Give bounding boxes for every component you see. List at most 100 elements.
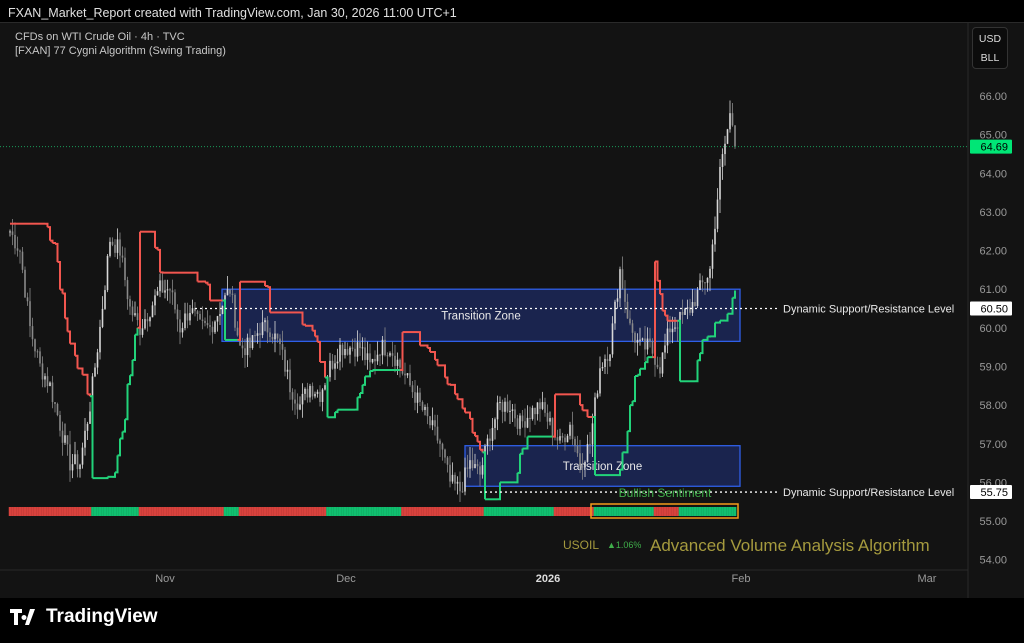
volume-bar [71, 507, 74, 516]
price-chart[interactable]: 66.00 65.00 64.00 63.00 62.00 61.00 60.00 59.00… [0, 0, 1024, 600]
currency-unit-button[interactable]: USD BLL [972, 27, 1008, 69]
candle-body [429, 416, 431, 426]
tradingview-logo[interactable]: TradingView [10, 606, 158, 628]
candle-body [716, 199, 719, 229]
candle-body [191, 308, 194, 313]
candle-body [96, 352, 99, 368]
candle-body [499, 402, 501, 404]
candle-body [584, 461, 586, 468]
support-line [712, 322, 716, 338]
indicator-info[interactable]: [FXAN] 77 Cygni Algorithm (Swing Trading… [15, 45, 226, 57]
candle-body [671, 328, 674, 333]
candle-body [496, 402, 499, 420]
candle-body [651, 341, 654, 354]
candle-body [36, 351, 39, 353]
candle-body [279, 338, 281, 345]
volume-bar [606, 507, 609, 516]
volume-bar [231, 507, 234, 516]
candle-body [169, 289, 171, 291]
volume-bar [213, 507, 217, 516]
volume-bar [163, 507, 167, 516]
volume-bar [328, 507, 332, 516]
support-line [127, 375, 131, 386]
candle-body [569, 424, 571, 436]
volume-bar [346, 507, 349, 516]
volume-bar [601, 507, 604, 516]
resistance-line [657, 279, 661, 295]
volume-bar [198, 507, 202, 516]
support-line [635, 374, 639, 378]
volume-bar [583, 507, 587, 516]
volume-bar [276, 507, 279, 516]
candle-body [526, 417, 529, 428]
candle-body [126, 280, 129, 300]
volume-bar [151, 507, 154, 516]
volume-bar [731, 507, 734, 516]
support-line [115, 455, 119, 474]
volume-bar [316, 507, 319, 516]
support-line [135, 327, 139, 336]
candle-body [61, 430, 64, 443]
candle-body [181, 328, 184, 333]
candle-body [709, 268, 711, 278]
candle-body [276, 333, 279, 339]
symbol-info[interactable]: CFDs on WTI Crude Oil · 4h · TVC [15, 31, 185, 43]
support-line [117, 438, 121, 457]
candle-body [249, 337, 251, 349]
candle-body [209, 325, 211, 327]
candle-body [159, 280, 161, 292]
candle-body [19, 250, 21, 252]
candle-body [189, 312, 191, 321]
candle-body [721, 154, 724, 167]
volume-bar [576, 507, 579, 516]
candle-body [509, 410, 511, 412]
volume-bar [253, 507, 257, 516]
candle-body [616, 298, 619, 302]
volume-bar [98, 507, 102, 516]
support-line [592, 416, 596, 476]
support-line [130, 360, 134, 377]
volume-bar [703, 507, 707, 516]
volume-bar [623, 507, 627, 516]
resistance-line [427, 347, 431, 352]
candle-body [336, 361, 339, 364]
candle-body [84, 430, 86, 448]
volume-bar [638, 507, 642, 516]
candle-body [24, 269, 26, 298]
candle-body [596, 393, 599, 398]
chart-frame[interactable] [0, 22, 1024, 598]
candle-body [76, 454, 79, 470]
price-tick: 60.00 [979, 323, 1007, 335]
volume-bar [598, 507, 602, 516]
candle-body [379, 354, 381, 356]
volume-bar [363, 507, 367, 516]
candle-body [611, 323, 614, 355]
candle-body [339, 344, 341, 362]
volume-bar [286, 507, 289, 516]
candle-body [41, 363, 44, 380]
candle-body [241, 345, 244, 349]
volume-bar [121, 507, 124, 516]
volume-bar [96, 507, 99, 516]
candle-body [529, 417, 531, 419]
candle-body [481, 465, 484, 475]
volume-bar [373, 507, 377, 516]
volume-bar [588, 507, 592, 516]
volume-bar [668, 507, 672, 516]
support-line [222, 299, 226, 340]
candle-body [214, 321, 216, 333]
support-line [332, 412, 336, 419]
volume-bar [701, 507, 704, 516]
candle-body [686, 307, 689, 309]
candle-body [161, 280, 164, 293]
price-tick: 57.00 [979, 439, 1007, 451]
candle-body [316, 391, 319, 394]
volume-bar [268, 507, 272, 516]
volume-bar [568, 507, 572, 516]
candle-body [329, 360, 331, 378]
volume-bar [408, 507, 412, 516]
support-line [355, 397, 359, 411]
resistance-line [445, 376, 449, 385]
candle-body [136, 313, 139, 321]
volume-bar [83, 507, 87, 516]
